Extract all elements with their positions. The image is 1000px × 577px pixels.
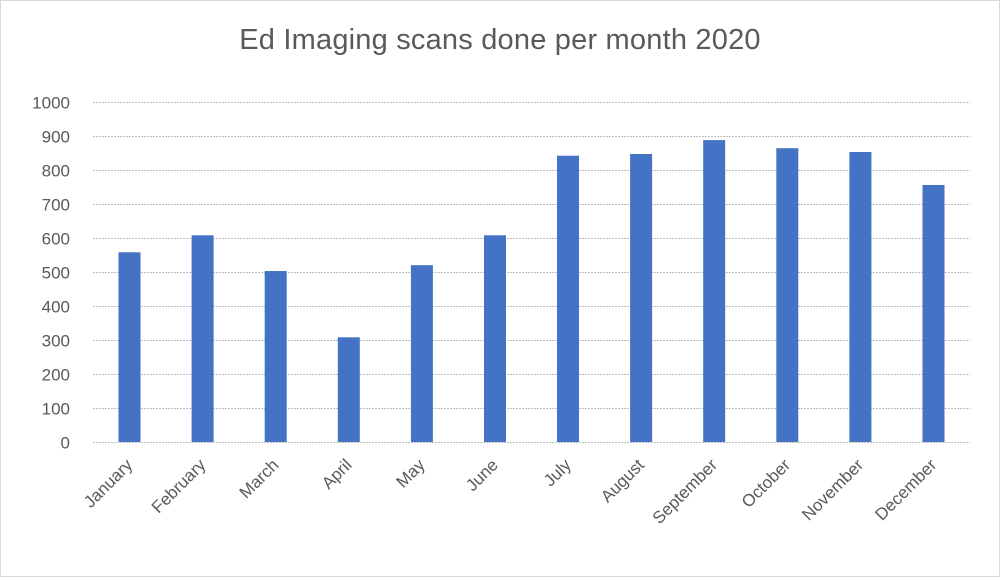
bar-august (630, 154, 653, 442)
bars (118, 140, 945, 442)
y-tick-label-100: 100 (42, 400, 70, 419)
x-tick-label-july: July (540, 455, 575, 490)
y-tick-label-600: 600 (42, 230, 70, 249)
y-axis-tick-labels: 0 100 200 300 400 500 600 700 800 900 1000 (32, 94, 70, 453)
y-tick-label-200: 200 (42, 366, 70, 385)
y-tick-label-500: 500 (42, 264, 70, 283)
y-tick-label-1000: 1000 (32, 94, 70, 113)
bar-november (849, 152, 872, 442)
x-tick-label-june: June (462, 455, 502, 495)
x-tick-label-february: February (148, 455, 210, 517)
bar-january (118, 252, 141, 442)
bar-october (776, 148, 799, 442)
bar-december (922, 185, 945, 442)
x-tick-label-march: March (236, 455, 283, 502)
bar-april (337, 337, 360, 442)
y-tick-label-900: 900 (42, 128, 70, 147)
x-tick-label-december: December (871, 455, 940, 524)
x-tick-label-april: April (318, 455, 355, 492)
x-tick-label-january: January (80, 455, 137, 512)
y-tick-label-0: 0 (61, 434, 70, 453)
y-tick-label-300: 300 (42, 332, 70, 351)
y-tick-label-700: 700 (42, 196, 70, 215)
x-tick-label-november: November (798, 455, 867, 524)
chart-title: Ed Imaging scans done per month 2020 (239, 24, 761, 56)
y-tick-label-400: 400 (42, 298, 70, 317)
bar-march (264, 271, 287, 442)
x-tick-label-september: September (649, 455, 721, 527)
x-tick-label-may: May (393, 455, 429, 491)
x-tick-label-october: October (738, 455, 794, 511)
x-axis-tick-labels: January February March April May June July Augu… (80, 455, 940, 528)
bar-february (191, 235, 214, 442)
bar-july (557, 155, 579, 442)
bar-september (703, 140, 726, 442)
x-tick-label-august: August (597, 455, 648, 506)
gridlines (93, 102, 970, 443)
y-tick-label-800: 800 (42, 162, 70, 181)
bar-may (410, 265, 433, 442)
bar-june (484, 235, 506, 442)
